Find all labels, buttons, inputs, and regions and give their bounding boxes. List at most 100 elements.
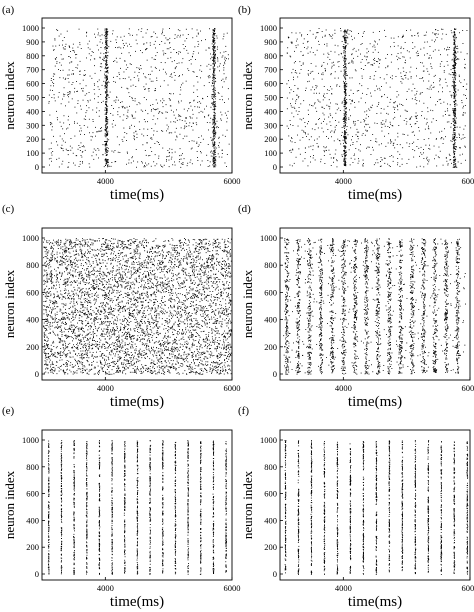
spike-dot xyxy=(151,371,153,373)
spike-dot xyxy=(322,99,324,101)
spike-dot xyxy=(397,106,398,108)
spike-dot xyxy=(400,72,402,74)
spike-dot xyxy=(339,140,341,142)
spike-dot xyxy=(199,69,201,71)
spike-dot xyxy=(171,346,173,348)
spike-dot xyxy=(214,144,216,145)
spike-dot xyxy=(455,46,457,48)
spike-dot xyxy=(452,74,454,76)
spike-dot xyxy=(76,54,78,55)
spike-dot xyxy=(213,40,215,41)
spike-dot xyxy=(218,142,220,144)
spike-dot xyxy=(147,371,148,373)
spike-dot xyxy=(213,72,215,74)
spike-dot xyxy=(345,94,347,96)
spike-dot xyxy=(50,364,52,366)
spike-dot xyxy=(215,89,216,91)
spike-dot xyxy=(68,94,70,95)
spike-dot xyxy=(98,157,99,159)
spike-dot xyxy=(207,300,209,302)
spike-dot xyxy=(316,92,317,94)
spike-dot xyxy=(80,127,82,129)
spike-dot xyxy=(454,84,456,86)
spike-dot xyxy=(387,126,389,127)
spike-dot xyxy=(126,140,127,141)
spike-dot xyxy=(105,102,107,104)
spike-dot xyxy=(417,53,419,54)
spike-dot xyxy=(143,128,145,130)
spike-dot xyxy=(212,40,214,42)
spike-dot xyxy=(105,59,107,61)
spike-dot xyxy=(346,74,347,76)
spike-dot xyxy=(343,35,345,37)
spike-dot xyxy=(74,312,76,313)
spike-dot xyxy=(154,312,156,313)
spike-dot xyxy=(205,39,206,41)
spike-dot xyxy=(330,50,332,52)
spike-dot xyxy=(104,274,106,276)
spike-dot xyxy=(433,75,435,77)
spike-dot xyxy=(207,259,209,260)
spike-dot xyxy=(146,42,148,44)
spike-dot xyxy=(328,149,330,151)
spike-dot xyxy=(343,61,345,62)
spike-dot xyxy=(102,249,104,251)
spike-dot xyxy=(221,273,222,275)
spike-dot xyxy=(457,48,459,50)
spike-dot xyxy=(114,318,116,320)
spike-dot xyxy=(103,80,105,82)
spike-dot xyxy=(84,369,86,371)
spike-dot xyxy=(66,284,68,286)
spike-dot xyxy=(380,112,382,114)
spike-dot xyxy=(314,89,315,91)
spike-dot xyxy=(159,311,161,313)
spike-dot xyxy=(213,36,214,38)
spike-dot xyxy=(85,85,87,87)
spike-dot xyxy=(60,240,62,242)
spike-dot xyxy=(106,35,108,37)
spike-dot xyxy=(172,367,174,369)
spike-dot xyxy=(197,106,199,108)
spike-dot xyxy=(344,116,346,118)
spike-dot xyxy=(228,265,230,267)
spike-dot xyxy=(143,352,145,353)
spike-dot xyxy=(344,132,346,134)
spike-dot xyxy=(344,156,346,158)
spike-dot xyxy=(67,127,69,129)
spike-dot xyxy=(191,259,192,260)
spike-dot xyxy=(69,62,71,64)
spike-dot xyxy=(344,121,346,123)
spike-dot xyxy=(411,116,413,118)
spike-dot xyxy=(154,90,156,92)
spike-dot xyxy=(323,95,324,97)
spike-dot xyxy=(107,119,109,121)
spike-dot xyxy=(213,86,215,88)
spike-dot xyxy=(132,256,134,258)
spike-dot xyxy=(44,327,46,329)
spike-dot xyxy=(307,34,308,35)
spike-dot xyxy=(345,52,346,54)
spike-dot xyxy=(208,339,210,341)
spike-dot xyxy=(137,75,139,77)
spike-dot xyxy=(209,68,211,70)
spike-dot xyxy=(453,111,455,113)
spike-dot xyxy=(65,148,67,150)
spike-dot xyxy=(192,37,194,39)
spike-dot xyxy=(79,273,81,275)
spike-dot xyxy=(111,277,113,278)
spike-dot xyxy=(213,72,214,73)
spike-dot xyxy=(439,150,441,152)
spike-dot xyxy=(111,334,113,336)
spike-dot xyxy=(227,54,229,56)
spike-dot xyxy=(92,136,93,138)
spike-dot xyxy=(455,134,456,136)
spike-dot xyxy=(53,294,55,296)
spike-dot xyxy=(120,278,122,280)
spike-dot xyxy=(52,75,54,77)
spike-dot xyxy=(412,131,414,133)
spike-dot xyxy=(112,33,113,35)
spike-dot xyxy=(348,149,350,151)
spike-dot xyxy=(106,31,108,33)
spike-dot xyxy=(344,57,346,59)
spike-dot xyxy=(343,117,345,119)
